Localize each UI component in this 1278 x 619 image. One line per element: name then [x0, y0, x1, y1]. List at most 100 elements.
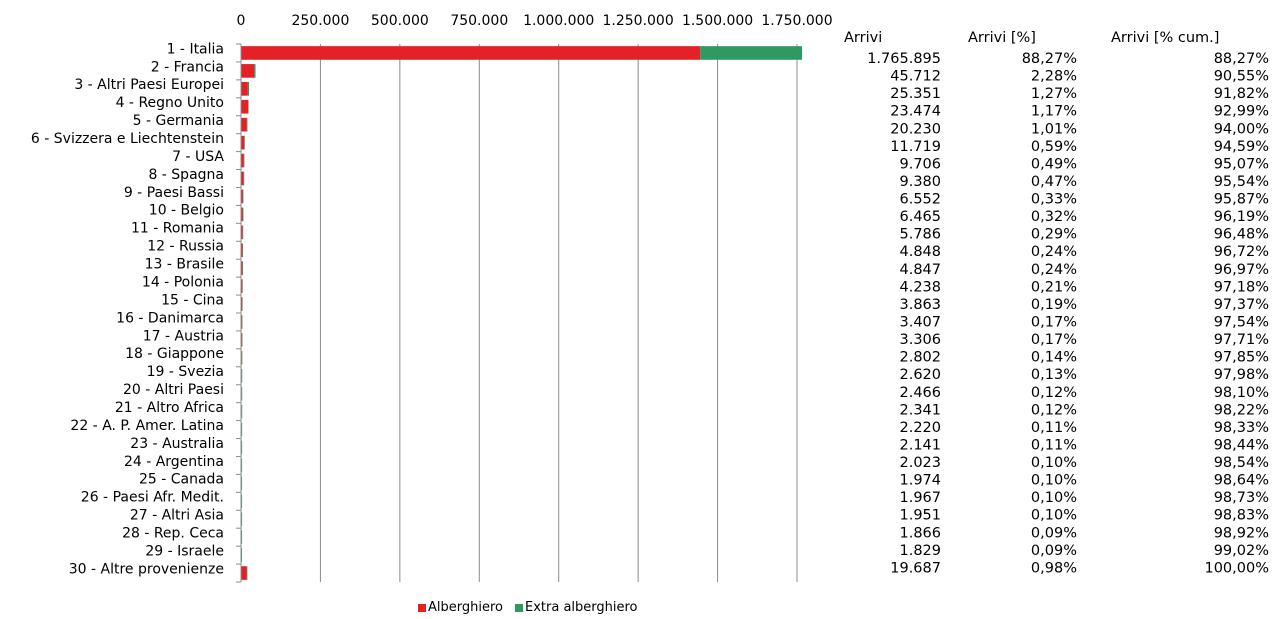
table-cell: 88,27% — [1214, 51, 1269, 67]
table-cell: 1.829 — [899, 543, 941, 559]
bar-extra-alberghiero — [241, 351, 243, 365]
chart-axes — [236, 43, 242, 583]
table-cell: 2.220 — [899, 420, 941, 436]
bar-alberghiero — [241, 46, 701, 60]
category-label: 16 - Danimarca — [116, 310, 224, 326]
table-cell: 0,11% — [1031, 437, 1077, 453]
table-cell: 97,98% — [1214, 367, 1269, 383]
table-cell: 0,12% — [1031, 402, 1077, 418]
table-cell: 1.974 — [899, 473, 941, 489]
chart-grid — [319, 44, 798, 582]
table-cell: 2.466 — [899, 385, 941, 401]
bar-alberghiero — [241, 171, 244, 186]
legend-item-alberghiero: Alberghiero — [418, 600, 503, 615]
table-cell: 91,82% — [1214, 86, 1269, 102]
category-label: 5 - Germania — [133, 113, 224, 129]
legend-item-extra-alberghiero: Extra alberghiero — [515, 600, 638, 615]
table-cell: 0,19% — [1031, 297, 1077, 313]
data-table: Arrivi Arrivi [%] Arrivi [% cum.] 1.765.895… — [844, 30, 1269, 576]
bar-extra-alberghiero — [243, 171, 245, 186]
bar-extra-alberghiero — [242, 225, 244, 240]
bar-alberghiero — [241, 189, 243, 204]
bar-extra-alberghiero — [241, 512, 243, 527]
table-cell: 45.712 — [890, 69, 941, 85]
x-tick-label: 1.500.000 — [682, 13, 753, 29]
table-cell: 0,09% — [1031, 543, 1077, 559]
bar-extra-alberghiero — [254, 64, 256, 78]
table-cell: 98,83% — [1214, 508, 1269, 524]
table-cell: 20.230 — [890, 121, 941, 137]
table-cell: 99,02% — [1214, 543, 1269, 559]
table-cell: 0,24% — [1031, 262, 1077, 278]
bar-extra-alberghiero — [241, 494, 243, 509]
category-label: 21 - Altro Africa — [115, 400, 224, 416]
table-cell: 96,72% — [1214, 244, 1269, 260]
table-cell: 11.719 — [890, 139, 941, 155]
table-cell: 94,00% — [1214, 121, 1269, 137]
category-label: 8 - Spagna — [148, 167, 224, 183]
bar-extra-alberghiero — [241, 476, 243, 491]
table-cell: 0,24% — [1031, 244, 1077, 260]
category-label: 10 - Belgio — [149, 203, 224, 219]
category-label: 19 - Svezia — [147, 364, 224, 380]
category-label: 20 - Altri Paesi — [123, 382, 224, 398]
table-cell: 95,54% — [1214, 174, 1269, 190]
table-cell: 4.847 — [899, 262, 941, 278]
table-cell: 1.866 — [899, 525, 941, 541]
table-cell: 0,29% — [1031, 227, 1077, 243]
table-cell: 0,10% — [1031, 473, 1077, 489]
table-cell: 0,17% — [1031, 332, 1077, 348]
x-tick-label: 0 — [237, 13, 246, 29]
bar-extra-alberghiero — [241, 440, 243, 455]
category-label: 17 - Austria — [143, 328, 224, 344]
table-cell: 23.474 — [890, 104, 941, 120]
bar-extra-alberghiero — [242, 261, 243, 275]
bar-alberghiero — [241, 153, 244, 168]
table-cell: 100,00% — [1204, 560, 1269, 576]
bar-extra-alberghiero — [241, 333, 243, 347]
bar-extra-alberghiero — [241, 368, 243, 383]
table-header: Arrivi — [844, 30, 882, 46]
legend-label-extra-alberghiero: Extra alberghiero — [525, 600, 638, 615]
table-cell: 3.306 — [899, 332, 941, 348]
bar-extra-alberghiero — [243, 153, 245, 168]
bar-extra-alberghiero — [241, 530, 243, 544]
bar-extra-alberghiero — [241, 404, 243, 419]
category-label: 15 - Cina — [161, 292, 224, 308]
bar-alberghiero — [241, 261, 243, 275]
table-header: Arrivi [%] — [968, 30, 1036, 46]
table-cell: 88,27% — [1022, 51, 1077, 67]
table-cell: 98,73% — [1214, 490, 1269, 506]
table-cell: 90,55% — [1214, 69, 1269, 85]
table-cell: 5.786 — [899, 227, 941, 243]
table-cell: 97,71% — [1214, 332, 1269, 348]
table-cell: 0,49% — [1031, 156, 1077, 172]
table-cell: 1,17% — [1031, 104, 1077, 120]
bar-alberghiero — [241, 64, 255, 78]
table-cell: 96,19% — [1214, 209, 1269, 225]
category-label: 30 - Altre provenienze — [69, 561, 224, 577]
category-label: 4 - Regno Unito — [116, 95, 224, 111]
bar-extra-alberghiero — [242, 279, 243, 293]
table-cell: 94,59% — [1214, 139, 1269, 155]
table-cell: 9.380 — [899, 174, 941, 190]
category-label: 1 - Italia — [167, 41, 224, 57]
bar-alberghiero — [241, 82, 248, 96]
table-cell: 19.687 — [890, 560, 941, 576]
category-label: 9 - Paesi Bassi — [124, 185, 224, 201]
bar-alberghiero — [241, 297, 243, 311]
bar-alberghiero — [241, 279, 243, 293]
bar-alberghiero — [241, 225, 243, 240]
category-label: 23 - Australia — [130, 436, 224, 452]
table-cell: 98,22% — [1214, 402, 1269, 418]
category-label: 6 - Svizzera e Liechtenstein — [31, 131, 224, 147]
chart-bars — [241, 46, 803, 580]
bar-alberghiero — [241, 117, 247, 132]
table-cell: 4.848 — [899, 244, 941, 260]
table-cell: 0,21% — [1031, 279, 1077, 295]
table-cell: 0,47% — [1031, 174, 1077, 190]
bar-chart: 0 250.000 500.000 750.000 1.000.000 1.250.000… — [31, 13, 1269, 583]
x-tick-label: 250.000 — [291, 13, 349, 29]
table-cell: 1.967 — [899, 490, 941, 506]
bar-extra-alberghiero — [242, 207, 244, 222]
